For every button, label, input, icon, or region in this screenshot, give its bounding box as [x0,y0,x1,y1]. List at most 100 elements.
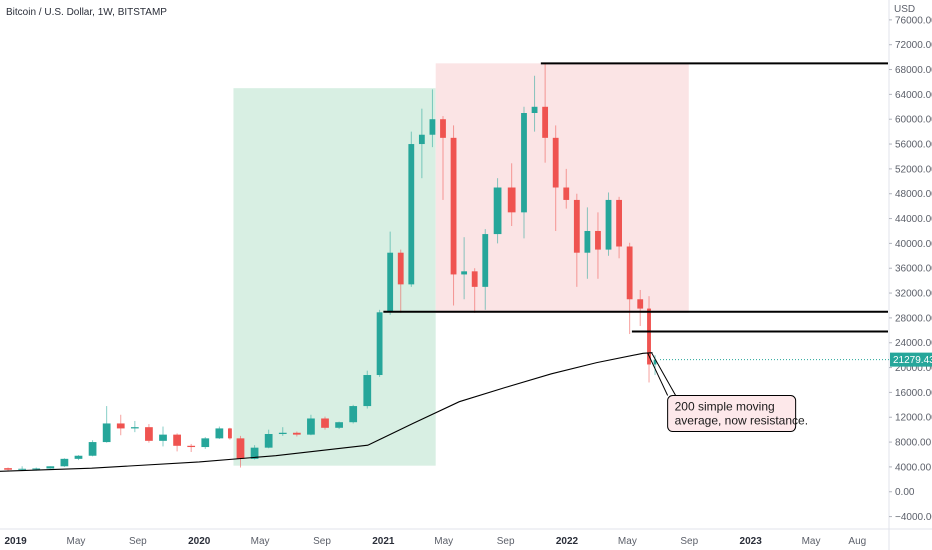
y-tick-label: 36000.00 [895,264,932,275]
y-axis-unit-label: USD [894,4,915,15]
y-tick-label: 12000.00 [895,413,932,424]
candle-body [616,199,622,247]
y-tick-label: 8000.00 [895,438,932,449]
last-price-label: 21279.43 [893,355,932,366]
candle-body [88,442,97,456]
candle-body [647,308,651,365]
candle-body [264,434,273,448]
candle-body [173,434,181,446]
candle-body [201,438,210,448]
candle-body [408,144,415,285]
y-tick-label: 56000.00 [895,140,932,151]
candle-body [507,187,516,213]
y-tick-label: 28000.00 [895,313,932,324]
x-tick-label: Aug [848,536,866,547]
candle-body [397,252,404,285]
y-tick-label: 60000.00 [895,115,932,126]
annotation-pointer [651,352,677,396]
candle-body [250,447,259,459]
x-tick-label: 2020 [188,536,211,547]
candle-body [471,271,478,287]
candle-body [440,119,446,138]
x-tick-label: Sep [680,536,698,547]
x-tick-label: 2021 [372,536,395,547]
candle-body [461,271,468,275]
resistance-lines-layer [383,62,888,333]
annotation-pointer [647,352,669,396]
candle-body [18,468,27,470]
candle-body [278,432,287,435]
y-tick-label: 68000.00 [895,65,932,76]
y-tick-label: 0.00 [895,487,915,498]
candle-body [595,230,601,250]
candle-body [521,113,527,213]
y-tick-label: 52000.00 [895,164,932,175]
y-tick-label: 64000.00 [895,90,932,101]
candle-body [130,427,139,429]
candles-layer [4,63,657,472]
y-tick-label: 48000.00 [895,189,932,200]
x-tick-label: May [251,536,270,547]
candle-body [418,134,425,145]
candle-body [376,312,383,376]
candle-body [32,468,41,470]
candle-body [227,428,232,439]
last-price-badge [890,352,932,367]
x-tick-label: Sep [497,536,515,547]
zones-layer [233,63,689,466]
x-tick-label: Sep [129,536,147,547]
x-tick-label: May [618,536,637,547]
red-distribution-zone [435,63,689,313]
candle-body [159,434,167,441]
y-tick-label: 72000.00 [895,40,932,51]
candle-body [349,406,358,423]
x-tick-label: 2023 [740,536,763,547]
y-tick-label: 40000.00 [895,239,932,250]
candle-body [321,418,329,428]
y-tick-label: 20000.00 [895,363,932,374]
candle-body [60,458,69,467]
candle-body [215,428,224,439]
candle-body [482,234,489,287]
y-tick-label: −4000.00 [895,512,932,523]
candle-body [292,432,301,435]
candle-body [236,438,245,459]
candle-body [637,299,644,309]
candle-body [552,137,559,188]
candle-body [584,230,591,253]
candle-body [493,187,502,235]
candle-body [573,199,580,253]
x-tick-label: 2022 [556,536,579,547]
candle-body [653,359,657,365]
candle-body [450,137,457,275]
y-tick-label: 4000.00 [895,462,932,473]
candle-body [4,468,12,470]
candle-body [307,418,315,435]
x-tick-label: 2019 [4,536,27,547]
candle-body [102,423,111,443]
chart-title: Bitcoin / U.S. Dollar, 1W, BITSTAMP [6,7,167,18]
x-tick-label: May [67,536,86,547]
y-tick-label: 16000.00 [895,388,932,399]
y-tick-label: 76000.00 [895,15,932,26]
candle-body [116,423,125,429]
candle-body [429,119,436,135]
green-accumulation-zone [233,88,436,466]
candle-body [626,246,633,300]
x-axis[interactable]: 2019 May Sep 2020 May Sep 2021 May Sep 2022 May Sep… [4,536,866,547]
candle-body [145,427,153,441]
candle-body [387,252,394,313]
sma-layer [0,352,653,472]
y-tick-label: 32000.00 [895,289,932,300]
x-tick-label: May [802,536,821,547]
candle-body [542,106,549,138]
x-tick-label: Sep [313,536,331,547]
x-tick-label: May [434,536,453,547]
candle-body [74,455,83,459]
annotation-text-line: average, now resistance. [675,414,808,428]
sma-200-line [0,352,653,472]
